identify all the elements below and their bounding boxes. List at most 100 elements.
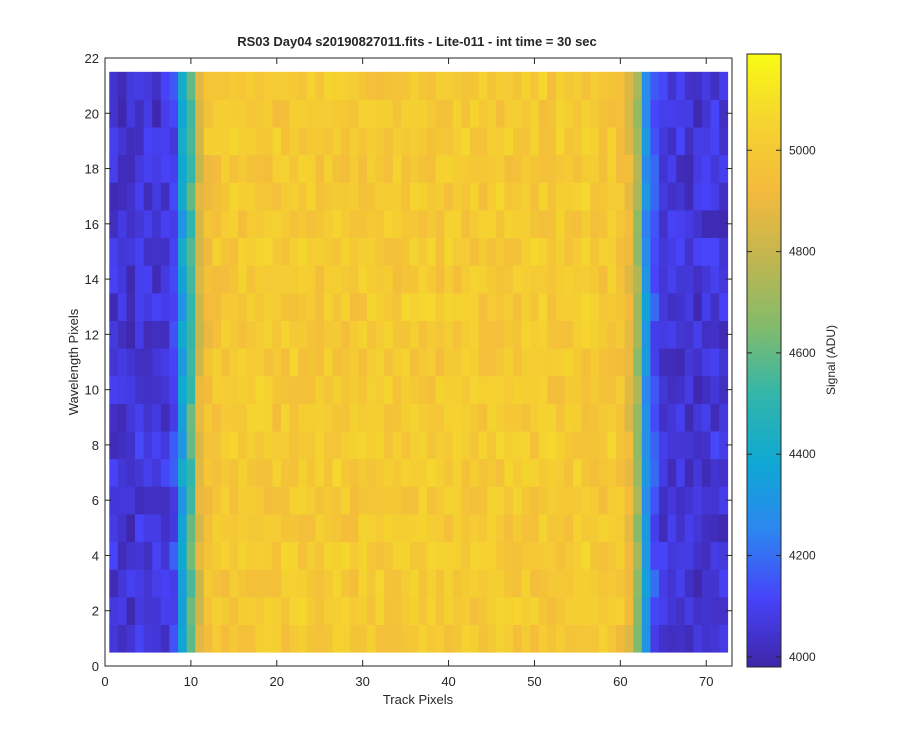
heatmap-cell xyxy=(495,596,505,625)
heatmap-cell xyxy=(547,127,557,156)
heatmap-cell xyxy=(289,458,299,487)
heatmap-cell xyxy=(298,154,308,183)
heatmap-cell xyxy=(332,596,342,625)
heatmap-cell xyxy=(238,265,248,294)
heatmap-cell xyxy=(470,154,480,183)
heatmap-cell xyxy=(470,348,480,377)
heatmap-cell xyxy=(349,320,359,349)
heatmap-cell xyxy=(246,320,256,349)
heatmap-cell xyxy=(178,458,187,487)
heatmap-cell xyxy=(315,596,325,625)
heatmap-cell xyxy=(195,403,205,432)
heatmap-cell xyxy=(521,486,531,515)
x-tick-label: 50 xyxy=(527,674,541,689)
heatmap-cell xyxy=(633,99,643,128)
heatmap-cell xyxy=(487,541,497,570)
heatmap-cell xyxy=(418,569,428,598)
heatmap-cell xyxy=(624,71,634,100)
heatmap-cell xyxy=(255,182,265,211)
heatmap-cell xyxy=(160,569,170,598)
heatmap-cell xyxy=(650,154,660,183)
heatmap-cell xyxy=(495,458,505,487)
heatmap-cell xyxy=(375,292,385,321)
heatmap-cell xyxy=(564,292,574,321)
heatmap-cell xyxy=(375,431,385,460)
heatmap-cell xyxy=(281,154,291,183)
heatmap-cell xyxy=(590,569,600,598)
heatmap-cell xyxy=(607,320,617,349)
heatmap-cell xyxy=(349,127,359,156)
heatmap-cell xyxy=(255,71,265,100)
heatmap-cell xyxy=(564,514,574,543)
heatmap-cell xyxy=(195,348,205,377)
heatmap-cell xyxy=(315,348,325,377)
heatmap-cell xyxy=(452,458,462,487)
heatmap-cell xyxy=(573,514,583,543)
heatmap-cell xyxy=(203,71,213,100)
heatmap-cell xyxy=(401,514,411,543)
heatmap-cell xyxy=(186,99,196,128)
heatmap-cell xyxy=(272,403,282,432)
heatmap-cell xyxy=(281,320,291,349)
heatmap-cell xyxy=(521,541,531,570)
heatmap-cell xyxy=(229,569,239,598)
heatmap-cell xyxy=(229,431,239,460)
heatmap-cell xyxy=(212,624,222,653)
heatmap-cell xyxy=(324,127,334,156)
heatmap-cell xyxy=(495,569,505,598)
heatmap-cell xyxy=(152,348,162,377)
heatmap-cell xyxy=(203,514,213,543)
heatmap-cell xyxy=(203,403,213,432)
heatmap-cell xyxy=(366,71,376,100)
heatmap-cell xyxy=(229,403,239,432)
heatmap-cell xyxy=(641,292,651,321)
heatmap-cell xyxy=(470,71,480,100)
heatmap-cell xyxy=(315,320,325,349)
heatmap-cell xyxy=(229,182,239,211)
heatmap-cell xyxy=(495,265,505,294)
heatmap-cell xyxy=(238,403,248,432)
heatmap-cell xyxy=(452,320,462,349)
heatmap-cell xyxy=(409,71,419,100)
heatmap-cell xyxy=(452,348,462,377)
heatmap-cell xyxy=(495,99,505,128)
heatmap-cell xyxy=(169,99,179,128)
heatmap-cell xyxy=(143,292,153,321)
heatmap-cell xyxy=(555,514,565,543)
heatmap-cell xyxy=(547,320,557,349)
heatmap-cell xyxy=(684,99,694,128)
heatmap-cell xyxy=(212,210,222,239)
heatmap-cell xyxy=(143,375,153,404)
heatmap-cell xyxy=(169,458,179,487)
heatmap-cell xyxy=(409,182,419,211)
heatmap-cell xyxy=(512,624,522,653)
heatmap-cell xyxy=(693,154,703,183)
heatmap-cell xyxy=(495,71,505,100)
heatmap-cell xyxy=(667,375,677,404)
y-tick-label: 16 xyxy=(85,217,99,232)
heatmap-cell xyxy=(512,99,522,128)
heatmap-cell xyxy=(169,375,179,404)
heatmap-cell xyxy=(435,99,445,128)
heatmap-cell xyxy=(693,182,703,211)
heatmap-cell xyxy=(366,348,376,377)
heatmap-cell xyxy=(487,182,497,211)
heatmap-cell xyxy=(667,541,677,570)
heatmap-cell xyxy=(220,182,230,211)
heatmap-cell xyxy=(117,237,127,266)
heatmap-cell xyxy=(298,403,308,432)
heatmap-cell xyxy=(289,210,299,239)
heatmap-cell xyxy=(246,486,256,515)
heatmap-cell xyxy=(667,265,677,294)
heatmap-cell xyxy=(590,486,600,515)
heatmap-cell xyxy=(109,210,119,239)
heatmap-cell xyxy=(650,403,660,432)
heatmap-cell xyxy=(547,71,557,100)
heatmap-cell xyxy=(341,624,351,653)
heatmap-cell xyxy=(289,320,299,349)
heatmap-cell xyxy=(710,210,720,239)
heatmap-cell xyxy=(195,541,205,570)
heatmap-cell xyxy=(315,265,325,294)
heatmap-cell xyxy=(495,237,505,266)
heatmap-cell xyxy=(487,569,497,598)
